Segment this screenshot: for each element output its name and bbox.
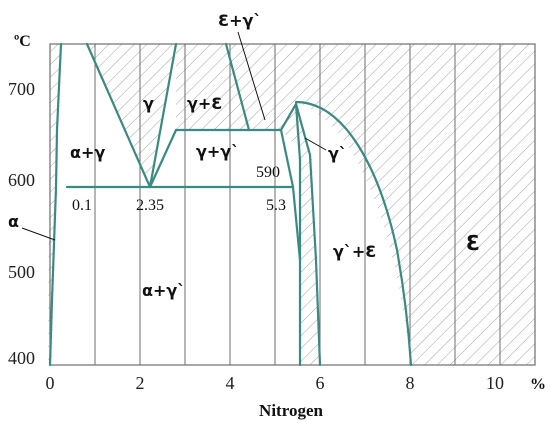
alpha-gamma-left-line <box>85 42 152 189</box>
grid <box>49 43 536 366</box>
label-gamma-eps: γ+Ɛ <box>187 94 222 113</box>
label-alpha-gammap: α+γ` <box>142 281 185 300</box>
gamma-region-bottom-right <box>148 128 178 189</box>
label-gammap-eps: γ`+Ɛ <box>333 242 376 261</box>
x-axis-unit: % <box>530 376 546 393</box>
hatch-gamma-wedge <box>87 44 176 187</box>
x-axis-title: Nitrogen <box>259 401 323 420</box>
gammap-leader <box>304 137 327 151</box>
y-axis: ºC 700 600 500 400 <box>8 33 35 368</box>
label-alpha: α <box>8 212 19 231</box>
marker-2-35: 2.35 <box>136 197 164 214</box>
marker-5-3: 5.3 <box>266 197 286 214</box>
gamma-right-line <box>148 42 178 189</box>
label-eps: Ɛ <box>466 231 480 255</box>
x-tick-10: 10 <box>486 373 504 393</box>
alpha-leader <box>21 227 56 241</box>
x-tick-2: 2 <box>136 373 145 393</box>
hatched-regions <box>48 44 535 365</box>
x-tick-8: 8 <box>406 373 415 393</box>
hatch-alpha-strip <box>48 44 60 365</box>
label-eps-gammap: Ɛ+γ` <box>218 11 261 30</box>
gammap-left-inner <box>279 128 302 262</box>
y-tick-600: 600 <box>8 170 35 190</box>
gamma-eps-right-line <box>224 42 251 132</box>
x-tick-0: 0 <box>46 373 55 393</box>
x-axis: 0 2 4 6 8 10 % Nitrogen <box>46 373 547 420</box>
label-alpha-gamma: α+γ <box>70 143 105 162</box>
x-tick-6: 6 <box>316 373 325 393</box>
y-tick-500: 500 <box>8 262 35 282</box>
leaders <box>21 31 327 241</box>
x-tick-4: 4 <box>226 373 235 393</box>
y-axis-unit: ºC <box>14 33 31 50</box>
gammap-right-line <box>294 102 322 367</box>
label-gammap: γ` <box>328 144 347 163</box>
phase-labels: α α+γ γ γ+Ɛ Ɛ+γ` γ+γ` γ` α+γ` γ`+Ɛ Ɛ <box>8 11 480 300</box>
marker-590: 590 <box>256 164 280 181</box>
alpha-solvus-line <box>48 42 63 367</box>
eps-dome-line <box>294 100 413 367</box>
y-tick-700: 700 <box>8 79 35 99</box>
phase-boundaries <box>48 42 413 367</box>
hatch-top-band <box>176 44 270 130</box>
hatch-upper-right <box>250 44 535 365</box>
marker-0-1: 0.1 <box>72 197 92 214</box>
label-gamma-gammap: γ+γ` <box>196 142 239 161</box>
markers: 590 0.1 2.35 5.3 <box>72 164 286 214</box>
eps-gammap-leader <box>237 31 266 121</box>
y-tick-400: 400 <box>8 348 35 368</box>
gammap-left-line <box>279 102 302 367</box>
label-gamma: γ <box>143 94 154 113</box>
